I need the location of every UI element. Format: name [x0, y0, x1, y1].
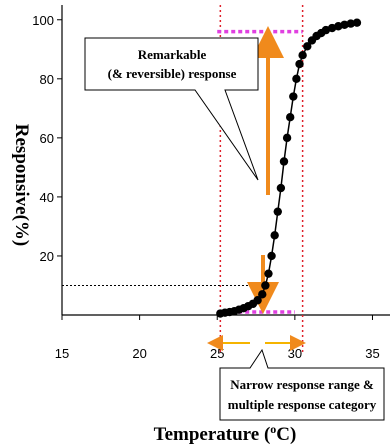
y-tick-label: 20	[40, 249, 54, 264]
axes: 20 40 60 80 100 15 20 25 30 35	[32, 5, 390, 361]
y-tick-label: 60	[40, 131, 54, 146]
data-point	[346, 19, 355, 28]
data-point	[295, 59, 304, 69]
data-point	[264, 269, 273, 278]
data-point	[267, 251, 276, 261]
data-point	[298, 50, 307, 60]
x-label-part: C)	[276, 424, 296, 445]
x-tick-label: 35	[365, 346, 379, 361]
annotation: Narrow response range &	[230, 377, 374, 392]
x-label-part: Temperature (	[154, 424, 271, 445]
x-label-sup: o	[270, 422, 276, 436]
x-tick-label: 30	[288, 346, 302, 361]
annotation: Remarkable	[138, 47, 207, 62]
data-point	[261, 281, 270, 290]
data-point	[270, 231, 279, 240]
callout-box	[219, 348, 385, 421]
y-tick-label: 100	[32, 13, 54, 28]
data-point	[279, 157, 289, 166]
x-tick-label: 20	[132, 346, 146, 361]
x-tick-label: 15	[55, 346, 69, 361]
x-tick-label: 25	[210, 346, 224, 361]
data-point	[276, 183, 286, 193]
data-point	[292, 74, 301, 84]
y-tick-label: 40	[40, 190, 54, 205]
data-point	[303, 42, 312, 51]
data-point	[273, 207, 282, 216]
data-point	[258, 290, 267, 299]
y-axis-label: Responsive(%)	[11, 124, 32, 246]
data-point	[282, 133, 292, 143]
data-point	[253, 296, 262, 305]
callout-box	[84, 37, 259, 181]
annotation: multiple response category	[228, 397, 377, 412]
data-point	[340, 20, 349, 29]
y-tick-label: 80	[40, 72, 54, 87]
data-point	[352, 18, 362, 27]
annotation: (& reversible) response	[108, 66, 237, 81]
plot	[216, 18, 362, 318]
x-axis-label: Temperature (oC)	[154, 422, 297, 445]
data-point	[289, 92, 298, 101]
data-point	[286, 112, 295, 122]
